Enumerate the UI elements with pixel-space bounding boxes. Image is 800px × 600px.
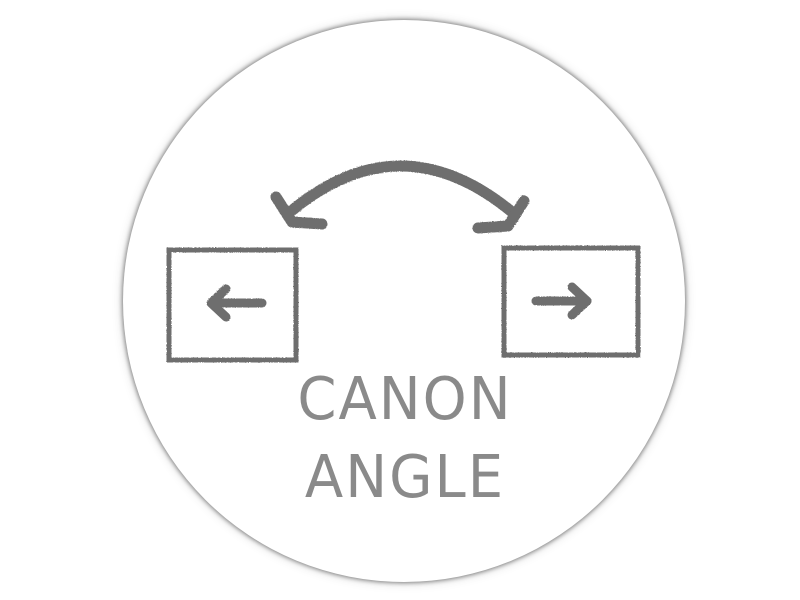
left-arrow-key-icon: [166, 247, 299, 363]
logo-text-line-1: CANON: [297, 365, 513, 434]
logo-text-line-2: ANGLE: [304, 443, 506, 512]
right-arrow-key-icon: [501, 245, 641, 358]
curved-double-arrow-icon: [270, 160, 530, 234]
